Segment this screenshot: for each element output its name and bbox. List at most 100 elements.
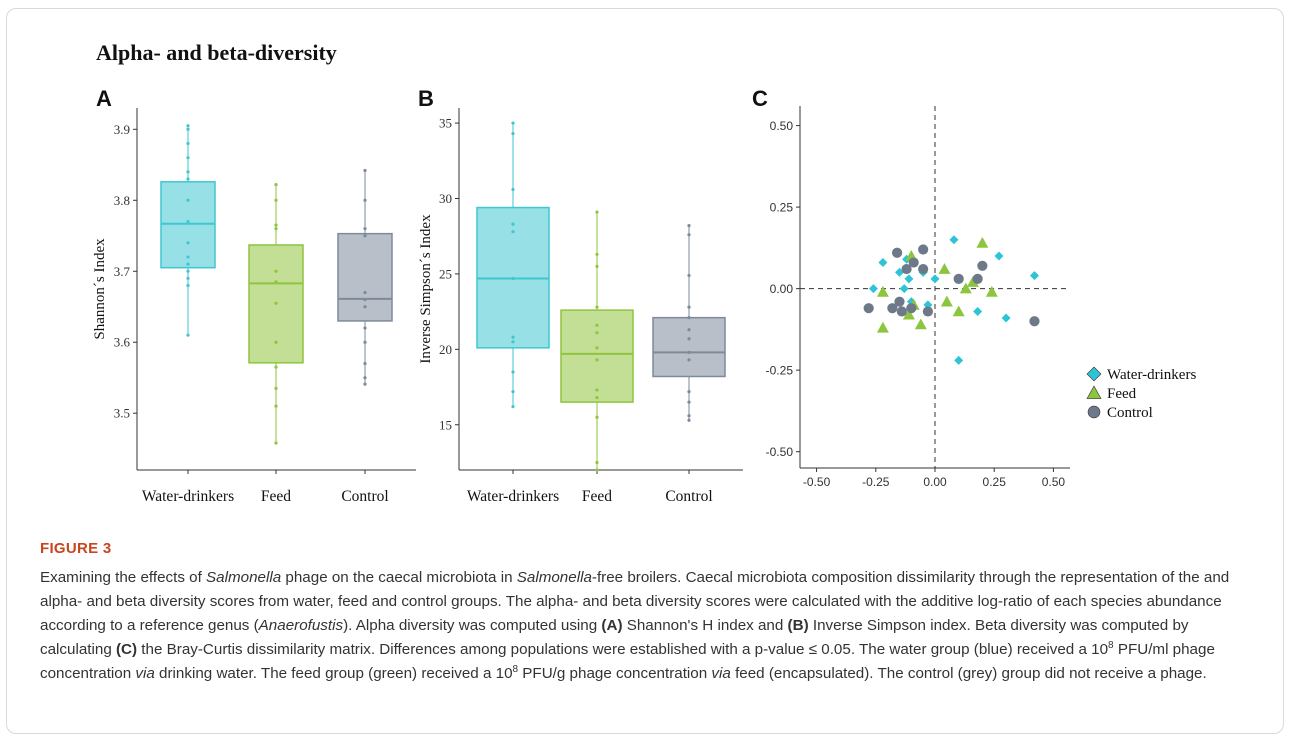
- data-point-diamond: [954, 355, 964, 365]
- data-point: [363, 376, 367, 380]
- data-point: [687, 389, 691, 394]
- legend-marker: [1086, 385, 1102, 399]
- data-point: [186, 255, 190, 259]
- y-tick-label: -0.50: [766, 445, 794, 459]
- data-point: [363, 326, 367, 330]
- panel-c-beta-diversity-scatter: C -0.50 -0.25 0.00 0.25 0.50 -0.50 -0.25 0.00 0.2…: [752, 86, 1196, 489]
- data-point-diamond: [930, 274, 940, 284]
- legend-label: Water-drinkers: [1107, 367, 1196, 383]
- x-tick-label: Control: [341, 488, 388, 505]
- data-point: [186, 198, 190, 202]
- data-point: [186, 241, 190, 245]
- data-point: [511, 187, 515, 192]
- data-point-diamond: [994, 251, 1004, 261]
- data-point-triangle: [952, 305, 965, 317]
- y-tick-label: 0.00: [770, 282, 794, 296]
- data-point: [687, 400, 691, 404]
- data-point: [595, 305, 599, 309]
- data-point: [186, 283, 190, 288]
- data-point-triangle: [985, 285, 998, 297]
- data-point: [595, 460, 599, 465]
- data-point: [186, 333, 190, 337]
- data-point: [687, 233, 691, 237]
- y-tick-label: 0.25: [770, 201, 794, 215]
- panel-label: A: [96, 86, 112, 111]
- data-point: [274, 365, 278, 369]
- x-tick-label: Water-drinkers: [142, 488, 234, 505]
- data-point: [363, 168, 367, 173]
- panel-label: B: [418, 86, 434, 111]
- y-tick-label: 25: [439, 266, 452, 281]
- data-point: [595, 210, 599, 214]
- data-point: [363, 227, 367, 231]
- x-tick-label: Feed: [261, 488, 291, 505]
- box: [160, 181, 216, 269]
- data-point-triangle: [902, 308, 915, 320]
- data-point-circle: [918, 244, 929, 255]
- data-point-triangle: [959, 282, 972, 294]
- data-point: [363, 305, 367, 309]
- data-point: [687, 316, 691, 320]
- figure-frame: [6, 8, 1284, 734]
- data-point-circle: [894, 296, 905, 307]
- x-tick-label: Control: [665, 488, 712, 505]
- data-point: [511, 230, 515, 234]
- data-point: [274, 404, 278, 408]
- data-point: [186, 276, 190, 280]
- data-point: [595, 252, 599, 256]
- box: [652, 316, 726, 378]
- x-tick-label: Water-drinkers: [467, 488, 559, 505]
- data-point-diamond: [1001, 313, 1011, 323]
- caption-label: FIGURE 3: [40, 540, 112, 557]
- data-point-diamond: [899, 284, 909, 294]
- data-point: [363, 361, 367, 366]
- panel-b-inverse-simpson-boxplot: B 15 20 25 30 35 Inverse Simpson´s Index Water-…: [418, 86, 743, 505]
- x-tick-label: 0.50: [1042, 475, 1066, 489]
- data-point-diamond: [973, 306, 983, 316]
- legend-marker: [1086, 366, 1102, 382]
- x-tick-label: -0.50: [803, 475, 831, 489]
- data-point: [595, 346, 599, 350]
- data-point: [274, 198, 278, 202]
- data-point: [687, 328, 691, 332]
- y-tick-label: 35: [439, 116, 452, 131]
- figure-panels: A 3.5 3.6 3.7 3.8 3.9 Shannon´s Index Water-dri…: [92, 86, 1196, 505]
- data-point: [595, 396, 599, 400]
- y-tick-label: 3.7: [114, 264, 131, 279]
- data-point-circle: [887, 303, 898, 314]
- data-point-triangle: [940, 295, 953, 307]
- data-point: [186, 262, 190, 266]
- data-point: [511, 276, 515, 281]
- data-point: [274, 227, 278, 231]
- data-point: [186, 219, 190, 224]
- y-tick-label: 30: [439, 191, 452, 206]
- data-point: [274, 269, 278, 273]
- data-point-circle: [896, 306, 907, 317]
- data-point-circle: [901, 263, 912, 275]
- data-point-triangle: [966, 276, 979, 287]
- data-point: [511, 121, 515, 125]
- data-point: [186, 127, 190, 131]
- data-point: [511, 340, 515, 344]
- legend-label: Feed: [1107, 386, 1137, 402]
- y-tick-label: 20: [439, 342, 452, 357]
- data-point-triangle: [976, 236, 989, 248]
- data-point: [363, 234, 367, 238]
- x-tick-label: -0.25: [862, 475, 890, 489]
- data-point-diamond: [904, 274, 914, 284]
- data-point: [687, 350, 691, 354]
- data-point: [274, 340, 278, 344]
- data-point: [595, 264, 599, 268]
- data-point: [511, 405, 515, 409]
- data-point: [595, 358, 599, 362]
- data-point: [687, 414, 691, 418]
- data-point: [274, 223, 278, 227]
- data-point: [511, 370, 515, 374]
- data-point-triangle: [876, 285, 889, 297]
- data-point-circle: [908, 257, 919, 268]
- data-point: [274, 301, 278, 305]
- data-point: [687, 224, 691, 228]
- data-point: [274, 441, 278, 445]
- data-point: [595, 331, 599, 335]
- x-tick-label: 0.25: [983, 475, 1007, 489]
